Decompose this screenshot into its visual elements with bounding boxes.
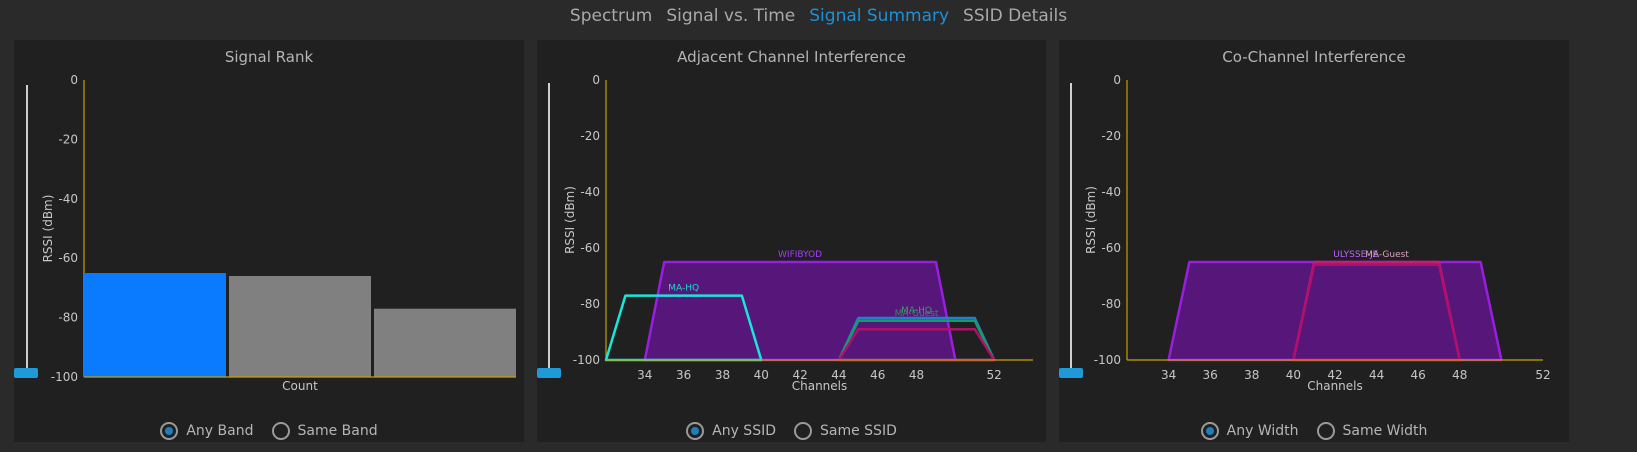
any-ssid-label: Any SSID: [712, 423, 776, 439]
any-ssid-radio[interactable]: [686, 422, 705, 440]
adjacent-channel-panel: Adjacent Channel Interference 0 -20 -40 -60…: [537, 40, 1046, 442]
y-tick-label: -60: [58, 251, 78, 265]
y-axis-label: RSSI (dBm): [563, 186, 577, 254]
x-tick-label: 42: [792, 368, 807, 382]
same-ssid-label: Same SSID: [820, 423, 897, 439]
any-width-option[interactable]: Any Width: [1200, 422, 1299, 440]
same-width-radio[interactable]: [1316, 422, 1335, 440]
y-tick-label: -100: [1094, 353, 1121, 367]
any-ssid-option[interactable]: Any SSID: [686, 422, 776, 440]
y-tick-label: -40: [58, 192, 78, 206]
co-channel-panel: Co-Channel Interference 0 -20 -40 -60 -80 -10…: [1059, 40, 1569, 442]
ssid-label: WIFIBYOD: [778, 250, 822, 260]
x-tick-label: 44: [1369, 368, 1384, 382]
y-axis-label: RSSI (dBm): [1084, 186, 1098, 254]
rssi-slider-thumb[interactable]: [14, 368, 38, 378]
bar: [229, 276, 371, 377]
x-tick-label: 48: [909, 368, 924, 382]
y-tick-label: -60: [1101, 241, 1121, 255]
ssid-label: ULYSSE-JE: [1333, 250, 1378, 260]
x-tick-label: 44: [831, 368, 846, 382]
bar: [84, 273, 226, 377]
y-tick-label: -80: [1101, 297, 1121, 311]
signal-rank-title: Signal Rank: [224, 48, 314, 66]
y-axis-label: RSSI (dBm): [41, 195, 55, 263]
channel-trace: [1167, 260, 1503, 362]
y-tick-label: -60: [580, 241, 600, 255]
any-band-label: Any Band: [186, 423, 254, 439]
y-tick-label: -40: [1101, 185, 1121, 199]
x-tick-label: 46: [1411, 368, 1426, 382]
x-axis-label: Channels: [792, 379, 848, 393]
same-band-option[interactable]: Same Band: [271, 422, 378, 440]
ssid-label: MA-Guest: [1365, 250, 1409, 260]
co-channel-chart: 0 -20 -40 -60 -80 -100 RSSI (dBm) ULYSSE-JEMA-G…: [1084, 73, 1551, 393]
x-tick-label: 52: [987, 368, 1002, 382]
x-tick-label: 42: [1327, 368, 1342, 382]
x-tick-label: 38: [715, 368, 730, 382]
y-tick-label: -100: [573, 353, 600, 367]
x-tick-label: 36: [1203, 368, 1218, 382]
x-tick-label: 52: [1535, 368, 1550, 382]
signal-rank-panel: Signal Rank 0 -20 -40 -60 -80 -100 RSSI (dBm) C…: [14, 40, 524, 442]
x-tick-label: 48: [1452, 368, 1467, 382]
x-tick-label: 40: [754, 368, 769, 382]
tab-signal-vs-time[interactable]: Signal vs. Time: [666, 6, 796, 26]
y-tick-label: -20: [580, 129, 600, 143]
y-tick-label: 0: [1113, 73, 1121, 87]
tab-spectrum[interactable]: Spectrum: [569, 6, 653, 26]
rssi-slider-thumb[interactable]: [537, 368, 561, 378]
rssi-slider-track[interactable]: [548, 83, 550, 377]
x-tick-label: 34: [1161, 368, 1176, 382]
x-tick-label: 46: [870, 368, 885, 382]
y-tick-label: 0: [70, 73, 78, 87]
bar: [374, 308, 516, 377]
co-channel-title: Co-Channel Interference: [1222, 48, 1406, 66]
x-tick-label: 40: [1286, 368, 1301, 382]
rssi-slider-track[interactable]: [1070, 83, 1072, 377]
ssid-filter: Any SSID Same SSID: [537, 420, 1046, 442]
any-width-radio[interactable]: [1200, 422, 1219, 440]
width-filter: Any Width Same Width: [1059, 420, 1569, 442]
ssid-label: MA-Guest: [895, 309, 939, 319]
any-band-radio[interactable]: [160, 422, 179, 440]
same-width-option[interactable]: Same Width: [1316, 422, 1428, 440]
y-tick-label: -40: [580, 185, 600, 199]
signal-rank-chart: 0 -20 -40 -60 -80 -100 RSSI (dBm) Count: [41, 73, 516, 393]
y-tick-label: -100: [51, 370, 78, 384]
band-filter: Any Band Same Band: [14, 420, 524, 442]
any-width-label: Any Width: [1226, 423, 1299, 439]
tab-ssid-details[interactable]: SSID Details: [963, 6, 1068, 26]
ssid-label: MA-HQ: [901, 306, 932, 316]
rssi-slider-track[interactable]: [26, 85, 28, 377]
y-tick-label: -80: [580, 297, 600, 311]
adjacent-channel-title: Adjacent Channel Interference: [677, 48, 906, 66]
ssid-label: MA-HQ: [668, 284, 699, 294]
same-ssid-radio[interactable]: [794, 422, 812, 440]
x-axis-label: Count: [282, 379, 318, 393]
x-tick-label: 38: [1244, 368, 1259, 382]
adjacent-channel-chart: 0 -20 -40 -60 -80 -100 RSSI (dBm) WIFIBYOD MA-HQ…: [563, 73, 1033, 393]
same-width-label: Same Width: [1342, 423, 1428, 439]
same-band-radio[interactable]: [271, 422, 290, 440]
view-tabs: Spectrum Signal vs. Time Signal Summary …: [0, 0, 1637, 32]
y-tick-label: -80: [58, 311, 78, 325]
x-tick-label: 34: [637, 368, 652, 382]
rssi-slider-thumb[interactable]: [1059, 368, 1083, 378]
any-band-option[interactable]: Any Band: [160, 422, 254, 440]
tab-signal-summary[interactable]: Signal Summary: [809, 6, 950, 26]
y-tick-label: -20: [1101, 129, 1121, 143]
y-tick-label: -20: [58, 132, 78, 146]
x-tick-label: 36: [676, 368, 691, 382]
same-band-label: Same Band: [297, 423, 378, 439]
y-tick-label: 0: [592, 73, 600, 87]
x-axis-label: Channels: [1307, 379, 1363, 393]
same-ssid-option[interactable]: Same SSID: [794, 422, 897, 440]
